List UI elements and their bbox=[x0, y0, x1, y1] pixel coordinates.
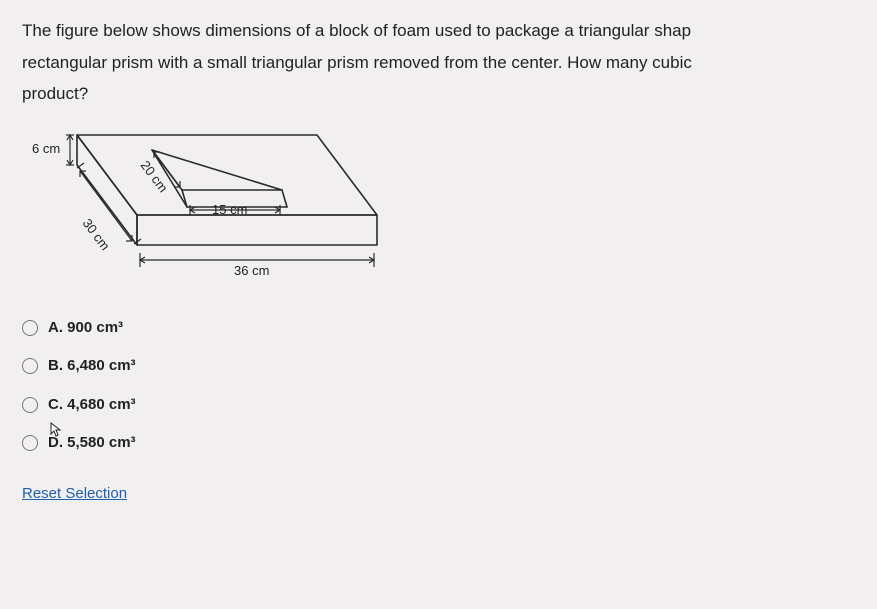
choice-c-label: C. 4,680 cm³ bbox=[48, 394, 136, 417]
label-15cm: 15 cm bbox=[212, 202, 247, 217]
choice-d[interactable]: D. 5,580 cm³ bbox=[22, 432, 877, 455]
choice-a-label: A. 900 cm³ bbox=[48, 317, 123, 340]
cursor-icon bbox=[50, 422, 62, 438]
radio-icon[interactable] bbox=[22, 435, 38, 451]
label-30cm: 30 cm bbox=[80, 215, 113, 252]
question-line-1: The figure below shows dimensions of a b… bbox=[22, 18, 877, 44]
question-line-2: rectangular prism with a small triangula… bbox=[22, 50, 877, 76]
choice-b-label: B. 6,480 cm³ bbox=[48, 355, 136, 378]
label-6cm: 6 cm bbox=[32, 141, 60, 156]
reset-selection-link[interactable]: Reset Selection bbox=[22, 483, 127, 506]
figure: 6 cm 30 cm 20 cm 15 cm 36 cm bbox=[22, 115, 877, 295]
radio-icon[interactable] bbox=[22, 397, 38, 413]
label-20cm: 20 cm bbox=[138, 157, 171, 194]
question-line-3: product? bbox=[22, 81, 877, 107]
choice-a[interactable]: A. 900 cm³ bbox=[22, 317, 877, 340]
answer-choices: A. 900 cm³ B. 6,480 cm³ C. 4,680 cm³ D. … bbox=[22, 317, 877, 455]
label-36cm: 36 cm bbox=[234, 263, 269, 278]
radio-icon[interactable] bbox=[22, 358, 38, 374]
choice-c[interactable]: C. 4,680 cm³ bbox=[22, 394, 877, 417]
choice-b[interactable]: B. 6,480 cm³ bbox=[22, 355, 877, 378]
radio-icon[interactable] bbox=[22, 320, 38, 336]
